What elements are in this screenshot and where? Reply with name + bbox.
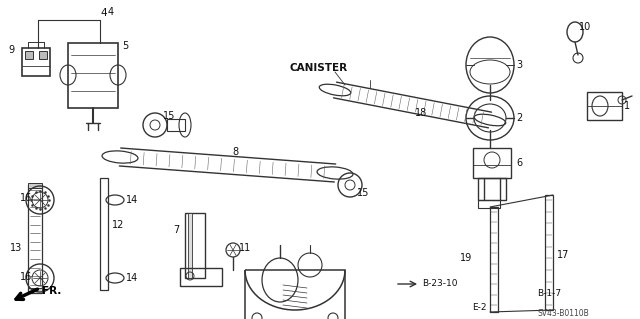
Text: 16: 16 — [20, 272, 32, 282]
Text: FR.: FR. — [42, 286, 61, 296]
Bar — [587, 92, 622, 120]
Text: 11: 11 — [239, 243, 252, 253]
Text: 8: 8 — [232, 147, 238, 157]
Text: 4: 4 — [108, 7, 114, 17]
Text: 12: 12 — [112, 220, 124, 230]
Bar — [478, 178, 506, 200]
Text: 9: 9 — [8, 45, 14, 55]
Bar — [28, 288, 42, 293]
Bar — [25, 51, 33, 59]
Text: B-1-7: B-1-7 — [537, 288, 561, 298]
Text: 3: 3 — [516, 60, 522, 70]
Text: B-23-10: B-23-10 — [422, 279, 458, 288]
Bar — [28, 183, 42, 188]
Bar — [473, 148, 511, 178]
Bar — [245, 270, 345, 319]
Bar — [28, 185, 42, 293]
Text: 7: 7 — [173, 225, 179, 235]
Text: 14: 14 — [126, 273, 138, 283]
Bar — [167, 119, 185, 131]
Text: 17: 17 — [557, 250, 570, 260]
Bar — [22, 48, 50, 76]
Text: 4: 4 — [100, 8, 107, 18]
Text: 14: 14 — [126, 195, 138, 205]
Text: 18: 18 — [415, 108, 428, 118]
Text: 6: 6 — [516, 158, 522, 168]
Text: E-2: E-2 — [472, 302, 486, 311]
Text: 1: 1 — [624, 101, 630, 111]
Bar — [180, 268, 222, 286]
Text: 10: 10 — [579, 22, 591, 32]
Bar — [185, 213, 205, 278]
Text: 2: 2 — [516, 113, 522, 123]
Text: 16: 16 — [20, 193, 32, 203]
Bar — [39, 51, 47, 59]
Bar — [188, 213, 192, 278]
Text: 15: 15 — [357, 188, 369, 198]
Bar — [100, 178, 108, 290]
Text: SV43-B0110B: SV43-B0110B — [538, 308, 589, 317]
Bar — [478, 200, 500, 208]
Text: 19: 19 — [460, 253, 472, 263]
Text: 5: 5 — [122, 41, 128, 51]
Text: 13: 13 — [10, 243, 22, 253]
Text: 15: 15 — [163, 111, 175, 121]
Bar — [68, 43, 118, 108]
Text: CANISTER: CANISTER — [290, 63, 348, 73]
Bar — [490, 207, 498, 312]
Bar — [545, 195, 553, 310]
